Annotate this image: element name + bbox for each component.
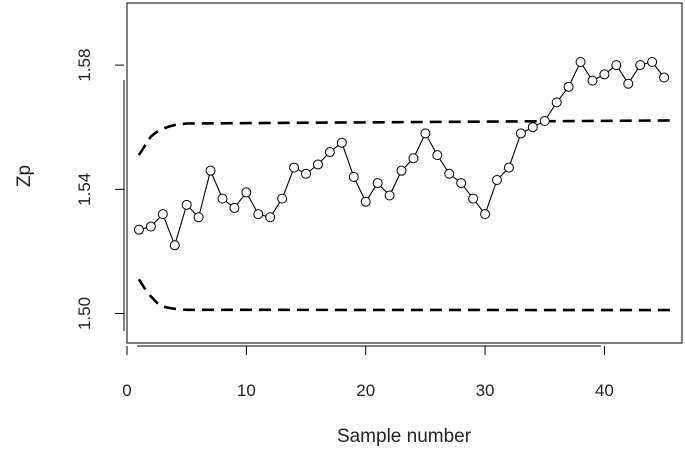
data-point	[384, 190, 395, 201]
y-axis-title: Zp	[14, 165, 35, 187]
data-point	[408, 153, 419, 164]
data-point	[647, 56, 658, 67]
data-point	[599, 69, 610, 80]
data-point	[611, 60, 622, 71]
data-point	[420, 128, 431, 139]
y-tick-label: 1.54	[75, 173, 94, 206]
data-point	[205, 165, 216, 176]
control-limits	[137, 119, 677, 312]
data-point	[193, 212, 204, 223]
data-point	[396, 165, 407, 176]
x-tick-label: 40	[595, 381, 614, 400]
data-point	[635, 60, 646, 71]
data-point	[492, 174, 502, 185]
data-point	[372, 178, 383, 189]
data-point	[348, 171, 359, 182]
data-point	[551, 97, 562, 108]
data-point	[515, 128, 526, 139]
data-point	[241, 187, 252, 198]
data-point	[324, 147, 335, 158]
x-tick-label: 20	[356, 381, 375, 400]
data-point	[623, 78, 634, 89]
data-point	[265, 212, 276, 223]
data-point	[444, 168, 455, 179]
data-point	[503, 162, 514, 173]
data-series	[133, 56, 670, 251]
data-point	[587, 75, 598, 86]
lower-control-limit	[137, 278, 677, 312]
data-point	[468, 193, 479, 204]
data-point	[181, 199, 192, 210]
data-point	[539, 115, 550, 126]
data-point	[157, 209, 168, 220]
data-point	[217, 193, 228, 204]
y-tick-label: 1.50	[75, 297, 94, 330]
data-point	[312, 159, 323, 170]
data-point	[360, 196, 371, 207]
data-point	[289, 162, 300, 173]
series-line	[138, 60, 665, 247]
y-ticks: 1.50 1.54 1.58	[75, 49, 124, 330]
data-point	[277, 193, 288, 204]
data-point	[145, 221, 156, 232]
upper-control-limit	[137, 119, 677, 156]
data-point	[253, 209, 264, 220]
data-point	[480, 209, 491, 220]
data-point	[659, 72, 670, 83]
x-tick-label: 10	[237, 381, 256, 400]
data-point	[229, 202, 240, 213]
x-tick-label: 0	[122, 381, 131, 400]
data-point	[301, 168, 312, 179]
data-point	[575, 56, 586, 67]
data-point	[169, 240, 180, 251]
data-point	[456, 178, 467, 189]
y-tick-label: 1.58	[75, 49, 94, 82]
x-ticks: 0 10 20 30 40	[122, 346, 614, 400]
data-point	[336, 137, 347, 148]
data-point	[563, 81, 574, 92]
data-point	[432, 150, 443, 161]
x-tick-label: 30	[476, 381, 495, 400]
plot-frame	[126, 2, 683, 344]
x-axis-title: Sample number	[337, 426, 472, 447]
data-point	[527, 122, 538, 133]
data-point	[133, 224, 144, 235]
